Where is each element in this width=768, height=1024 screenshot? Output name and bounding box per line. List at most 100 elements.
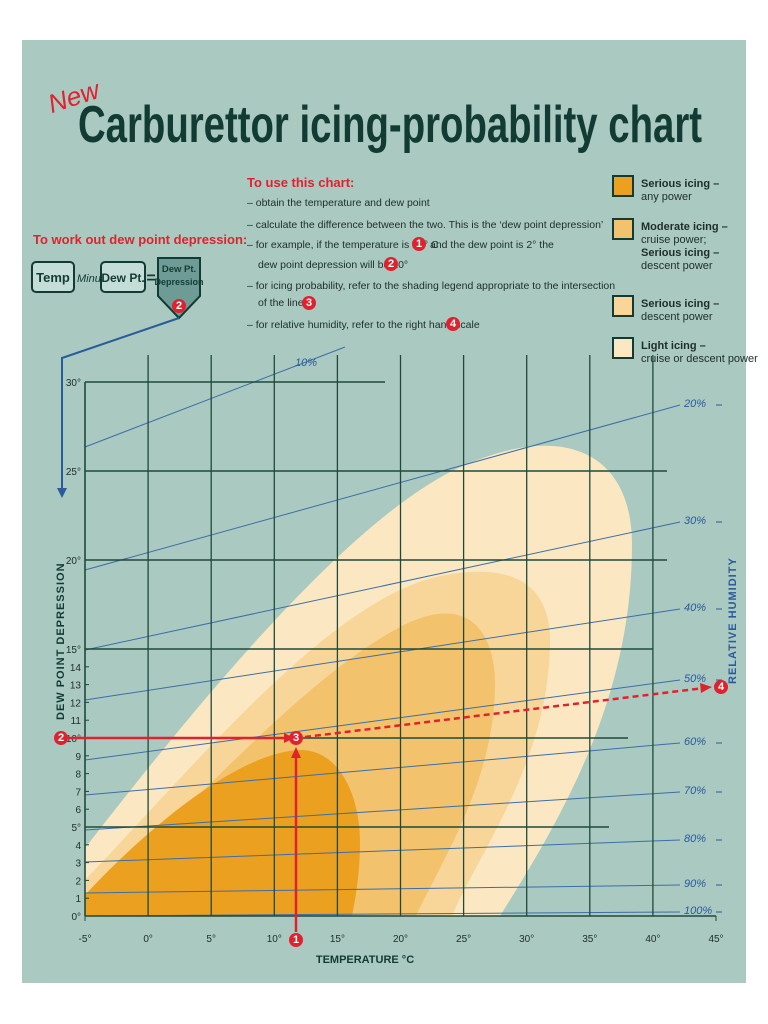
y-tick-label: 5° [71, 823, 81, 834]
result-label: Dew Pt. [162, 264, 196, 275]
y-tick-label: 10° [66, 734, 81, 745]
marker [54, 731, 68, 745]
legend-text: Serious icing – [641, 247, 719, 259]
instruction: – for example, if the temperature is 12°… [247, 239, 439, 251]
marker [289, 933, 303, 947]
marker-label: 1 [293, 934, 299, 946]
y-tick-label: 6 [75, 805, 81, 816]
legend-swatch [612, 175, 634, 197]
instruction: – obtain the temperature and dew point [247, 197, 430, 209]
x-tick-label: 10° [267, 934, 282, 945]
marker-label: 2 [388, 258, 394, 270]
rh-line [84, 742, 681, 796]
y-tick-label: 12 [70, 698, 82, 709]
x-tick-label: 20° [393, 934, 408, 945]
legend-text: any power [641, 191, 692, 203]
rh-line [84, 884, 681, 894]
y-tick-label: 14 [70, 663, 82, 674]
minus-label: Minus [77, 273, 107, 285]
x-tick-label: 0° [143, 934, 153, 945]
rh-label: 50% [684, 673, 706, 685]
y-tick-label: 3 [75, 859, 81, 870]
rh-label: 100% [684, 905, 712, 917]
rh-label: 10% [295, 357, 317, 369]
legend-swatch [612, 295, 634, 317]
marker-label: 2 [58, 732, 64, 744]
rh-line [84, 521, 681, 651]
marker [384, 257, 398, 271]
dew-pt-label: Dew Pt. [101, 271, 144, 285]
instructions-heading: To use this chart: [247, 175, 354, 190]
rh-axis-title: RELATIVE HUMIDITY [727, 557, 739, 684]
equals-sign: = [146, 270, 155, 287]
dew-point-heading: To work out dew point depression: [33, 232, 247, 247]
marker [172, 299, 186, 313]
rh-label: 40% [684, 602, 706, 614]
y-tick-label: 25° [66, 467, 81, 478]
x-tick-label: 35° [582, 934, 597, 945]
y-tick-label: 30° [66, 378, 81, 389]
marker-label: 3 [293, 732, 299, 744]
rh-line [84, 346, 346, 448]
y-tick-label: 8 [75, 770, 81, 781]
rh-label: 70% [684, 785, 706, 797]
marker-label: 3 [306, 297, 312, 309]
y-tick-label: 13 [70, 681, 82, 692]
legend-swatch [612, 218, 634, 240]
marker-label: 4 [718, 681, 725, 693]
example-arrow [304, 686, 705, 739]
rh-line [84, 404, 681, 571]
rh-line [84, 839, 681, 863]
y-tick-label: 1 [75, 894, 81, 905]
instruction: dew point depression will be 10° [258, 259, 408, 271]
y-axis-title: DEW POINT DEPRESSION [55, 562, 67, 720]
result-box [157, 257, 201, 320]
legend-text: Moderate icing – [641, 221, 728, 233]
x-tick-label: 45° [708, 934, 723, 945]
title: Carburettor icing-probability chart [78, 96, 702, 154]
y-tick-label: 2 [75, 876, 81, 887]
x-tick-label: 15° [330, 934, 345, 945]
marker-label: 1 [416, 238, 422, 250]
icing-regions [85, 445, 632, 916]
rh-line [84, 608, 681, 701]
legend-text: Light icing – [641, 340, 706, 352]
rh-label: 30% [684, 515, 706, 527]
x-tick-label: -5° [79, 934, 92, 945]
y-tick-label: 15° [66, 645, 81, 656]
y-tick-label: 0° [71, 912, 81, 923]
x-tick-label: 30° [519, 934, 534, 945]
instruction: of the lines [258, 297, 309, 309]
legend-text: descent power [641, 260, 713, 272]
legend-swatch [612, 337, 634, 359]
serious-icing-region [85, 750, 360, 916]
result-label: Depression [154, 277, 203, 287]
rh-line [84, 679, 681, 761]
marker [446, 317, 460, 331]
y-tick-label: 11 [71, 716, 82, 727]
instruction: – calculate the difference between the t… [247, 219, 603, 231]
rh-label: 80% [684, 833, 706, 845]
rh-label: 90% [684, 878, 706, 890]
pointer-line [61, 317, 180, 492]
arrow-head [291, 747, 301, 758]
marker [289, 731, 303, 745]
instruction: – for icing probability, refer to the sh… [247, 280, 615, 292]
y-tick-label: 4 [75, 841, 81, 852]
rh-label: 60% [684, 736, 706, 748]
x-axis-title: TEMPERATURE °C [316, 954, 414, 966]
legend-text: cruise or descent power [641, 353, 758, 365]
x-tick-label: 5° [206, 934, 216, 945]
legend-text: Serious icing – [641, 298, 719, 310]
marker [714, 680, 728, 694]
y-tick-label: 7 [75, 787, 81, 798]
instruction: – for relative humidity, refer to the ri… [247, 319, 480, 331]
rh-label: 20% [683, 398, 706, 410]
marker [302, 296, 316, 310]
marker-label: 4 [450, 318, 457, 330]
legend-text: Serious icing – [641, 178, 719, 190]
legend-text: descent power [641, 311, 713, 323]
instruction: and the dew point is 2° the [430, 239, 554, 251]
